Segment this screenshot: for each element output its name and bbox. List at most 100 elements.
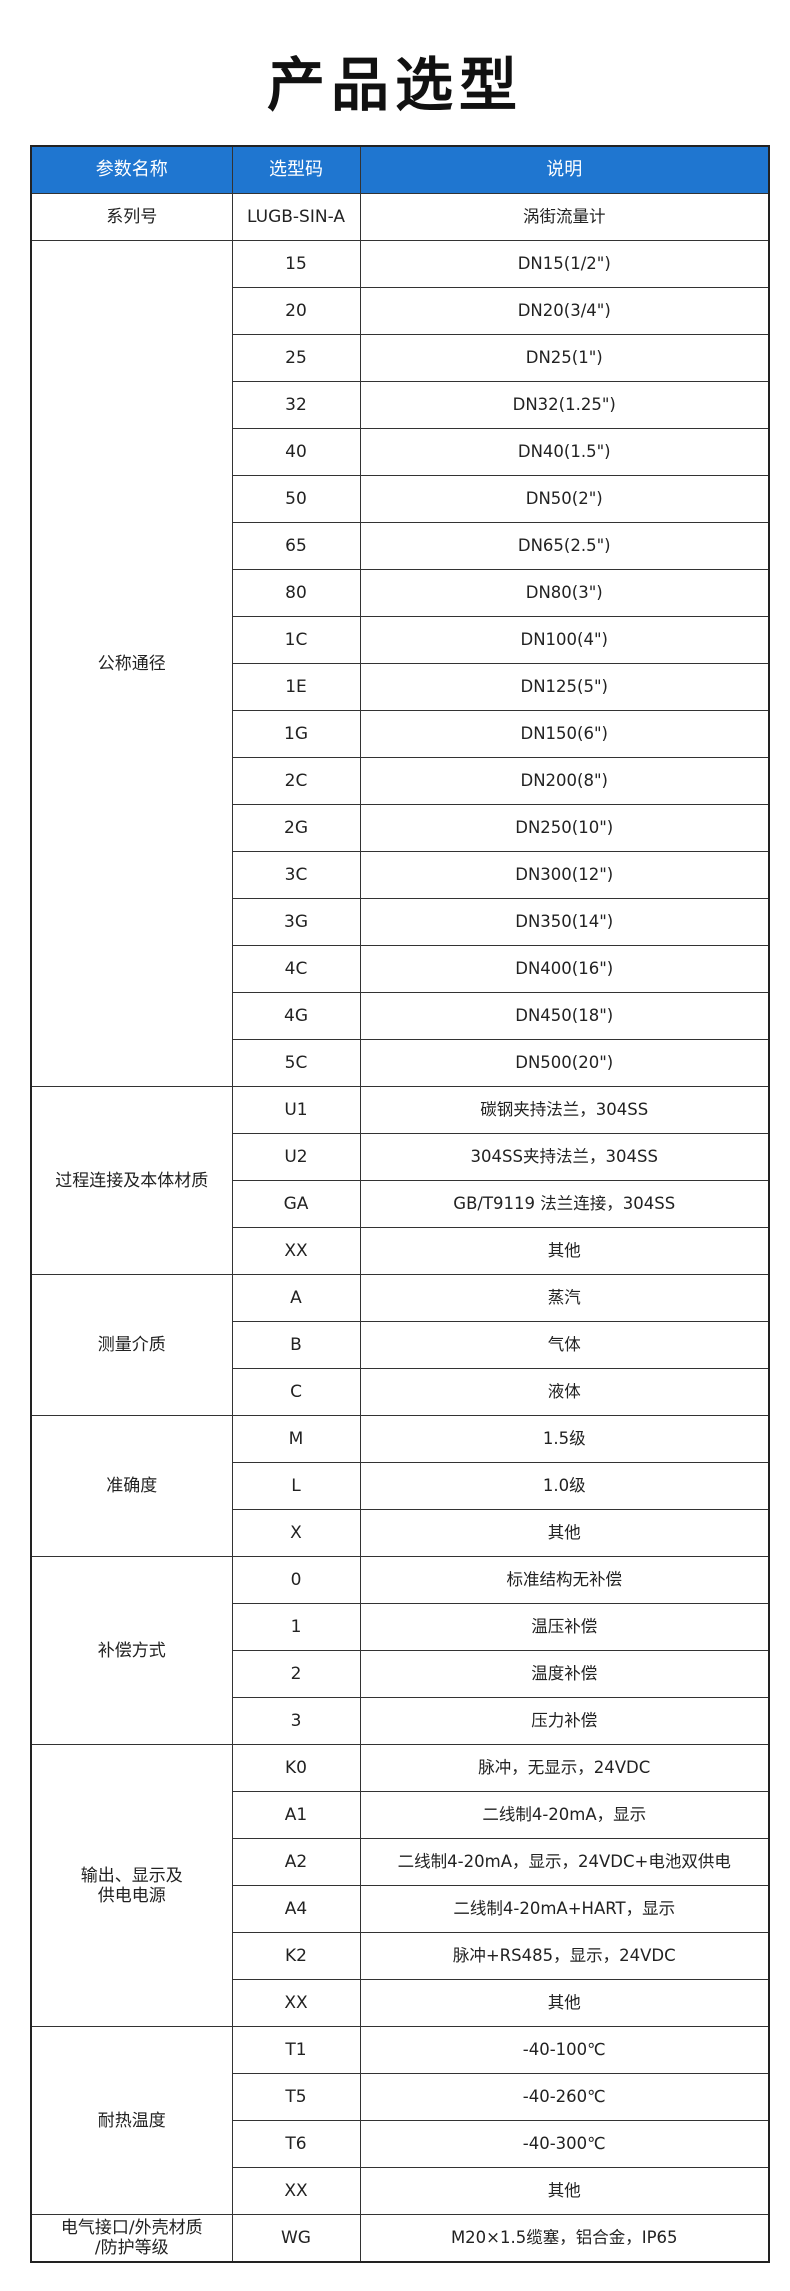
description-cell: 304SS夹持法兰，304SS	[359, 1133, 770, 1181]
description-cell: 1.0级	[359, 1462, 770, 1510]
code-cell: A	[231, 1274, 361, 1322]
code-cell: T6	[231, 2120, 361, 2168]
table-row: 2G DN250(10")	[31, 804, 770, 852]
code-cell: 3G	[231, 898, 361, 946]
table-row: 5C DN500(20")	[31, 1039, 770, 1087]
parameter-name-cell: 公称通径	[30, 240, 233, 1087]
description-cell: 标准结构无补偿	[359, 1556, 770, 1604]
header-description: 说明	[359, 145, 770, 194]
description-cell: -40-300℃	[359, 2120, 770, 2168]
code-cell: 1E	[231, 663, 361, 711]
code-cell: 32	[231, 381, 361, 429]
code-cell: XX	[231, 1227, 361, 1275]
parameter-name-cell: 补偿方式	[30, 1556, 233, 1745]
table-row: 公称通径 15 DN15(1/2")	[30, 240, 770, 1087]
table-row: 电气接口/外壳材质 /防护等级 WG M20×1.5缆塞，铝合金，IP65	[30, 2214, 770, 2263]
parameter-name-cell: 准确度	[30, 1415, 233, 1557]
table-row: K2 脉冲+RS485，显示，24VDC	[31, 1932, 770, 1980]
description-cell: DN150(6")	[359, 710, 770, 758]
table-row: 耐热温度 T1 -40-100℃	[30, 2026, 770, 2215]
description-cell: DN40(1.5")	[359, 428, 770, 476]
code-cell: K2	[231, 1932, 361, 1980]
description-cell: DN125(5")	[359, 663, 770, 711]
table-row: 2C DN200(8")	[31, 757, 770, 805]
code-cell: 0	[231, 1556, 361, 1604]
code-cell: 5C	[231, 1039, 361, 1087]
table-row: 1 温压补偿	[31, 1603, 770, 1651]
description-cell: 液体	[359, 1368, 770, 1416]
table-row: 1G DN150(6")	[31, 710, 770, 758]
page-title: 产品选型	[266, 51, 523, 119]
description-cell: 碳钢夹持法兰，304SS	[359, 1086, 770, 1134]
code-cell: 1G	[231, 710, 361, 758]
parameter-name-cell: 系列号	[30, 193, 233, 241]
table-row: XX 其他	[31, 2167, 770, 2215]
code-cell: 15	[231, 240, 361, 288]
parameter-name-cell: 输出、显示及 供电电源	[30, 1744, 233, 2027]
description-cell: 温度补偿	[359, 1650, 770, 1698]
description-cell: DN65(2.5")	[359, 522, 770, 570]
table-row: B 气体	[31, 1321, 770, 1369]
code-cell: B	[231, 1321, 361, 1369]
description-cell: DN400(16")	[359, 945, 770, 993]
description-cell: DN300(12")	[359, 851, 770, 899]
table-row: 输出、显示及 供电电源 K0 脉冲，无显示，24VDC	[30, 1744, 770, 2027]
code-cell: 1C	[231, 616, 361, 664]
code-cell: A1	[231, 1791, 361, 1839]
code-cell: U1	[231, 1086, 361, 1134]
parameter-name-cell: 过程连接及本体材质	[30, 1086, 233, 1275]
code-cell: A4	[231, 1885, 361, 1933]
table-row: A1 二线制4-20mA，显示	[31, 1791, 770, 1839]
table-row: 50 DN50(2")	[31, 475, 770, 523]
header-parameter: 参数名称	[30, 145, 233, 194]
table-row: 补偿方式 0 标准结构无补偿	[30, 1556, 770, 1745]
description-cell: DN100(4")	[359, 616, 770, 664]
table-row: 40 DN40(1.5")	[31, 428, 770, 476]
table-row: 4G DN450(18")	[31, 992, 770, 1040]
description-cell: DN15(1/2")	[359, 240, 770, 288]
description-cell: 脉冲+RS485，显示，24VDC	[359, 1932, 770, 1980]
code-cell: 1	[231, 1603, 361, 1651]
table-header-row: 参数名称 选型码 说明	[30, 145, 770, 194]
table-row: 32 DN32(1.25")	[31, 381, 770, 429]
parameter-name-cell: 耐热温度	[30, 2026, 233, 2215]
code-cell: 80	[231, 569, 361, 617]
description-cell: 二线制4-20mA，显示，24VDC+电池双供电	[359, 1838, 770, 1886]
table-row: 20 DN20(3/4")	[31, 287, 770, 335]
table-row: 过程连接及本体材质 U1 碳钢夹持法兰，304SS	[30, 1086, 770, 1275]
code-cell: 2C	[231, 757, 361, 805]
code-cell: 4G	[231, 992, 361, 1040]
description-cell: 蒸汽	[359, 1274, 770, 1322]
code-cell: 25	[231, 334, 361, 382]
description-cell: -40-260℃	[359, 2073, 770, 2121]
description-cell: DN20(3/4")	[359, 287, 770, 335]
description-cell: DN450(18")	[359, 992, 770, 1040]
code-cell: 4C	[231, 945, 361, 993]
code-cell: 40	[231, 428, 361, 476]
code-cell: T5	[231, 2073, 361, 2121]
description-cell: DN32(1.25")	[359, 381, 770, 429]
code-cell: 3	[231, 1697, 361, 1745]
table-row: 25 DN25(1")	[31, 334, 770, 382]
table-row: 3C DN300(12")	[31, 851, 770, 899]
description-cell: 压力补偿	[359, 1697, 770, 1745]
description-cell: 其他	[359, 1979, 770, 2027]
description-cell: DN250(10")	[359, 804, 770, 852]
description-cell: 其他	[359, 1509, 770, 1557]
description-cell: 二线制4-20mA，显示	[359, 1791, 770, 1839]
table-row: T6 -40-300℃	[31, 2120, 770, 2168]
description-cell: DN80(3")	[359, 569, 770, 617]
code-cell: 2	[231, 1650, 361, 1698]
code-cell: U2	[231, 1133, 361, 1181]
description-cell: GB/T9119 法兰连接，304SS	[359, 1180, 770, 1228]
table-row: 4C DN400(16")	[31, 945, 770, 993]
code-cell: LUGB-SIN-A	[231, 193, 361, 241]
description-cell: 二线制4-20mA+HART，显示	[359, 1885, 770, 1933]
code-cell: XX	[231, 1979, 361, 2027]
description-cell: 1.5级	[359, 1415, 770, 1463]
code-cell: 20	[231, 287, 361, 335]
table-row: T5 -40-260℃	[31, 2073, 770, 2121]
description-cell: DN500(20")	[359, 1039, 770, 1087]
description-cell: DN350(14")	[359, 898, 770, 946]
table-row: 准确度 M 1.5级	[30, 1415, 770, 1557]
